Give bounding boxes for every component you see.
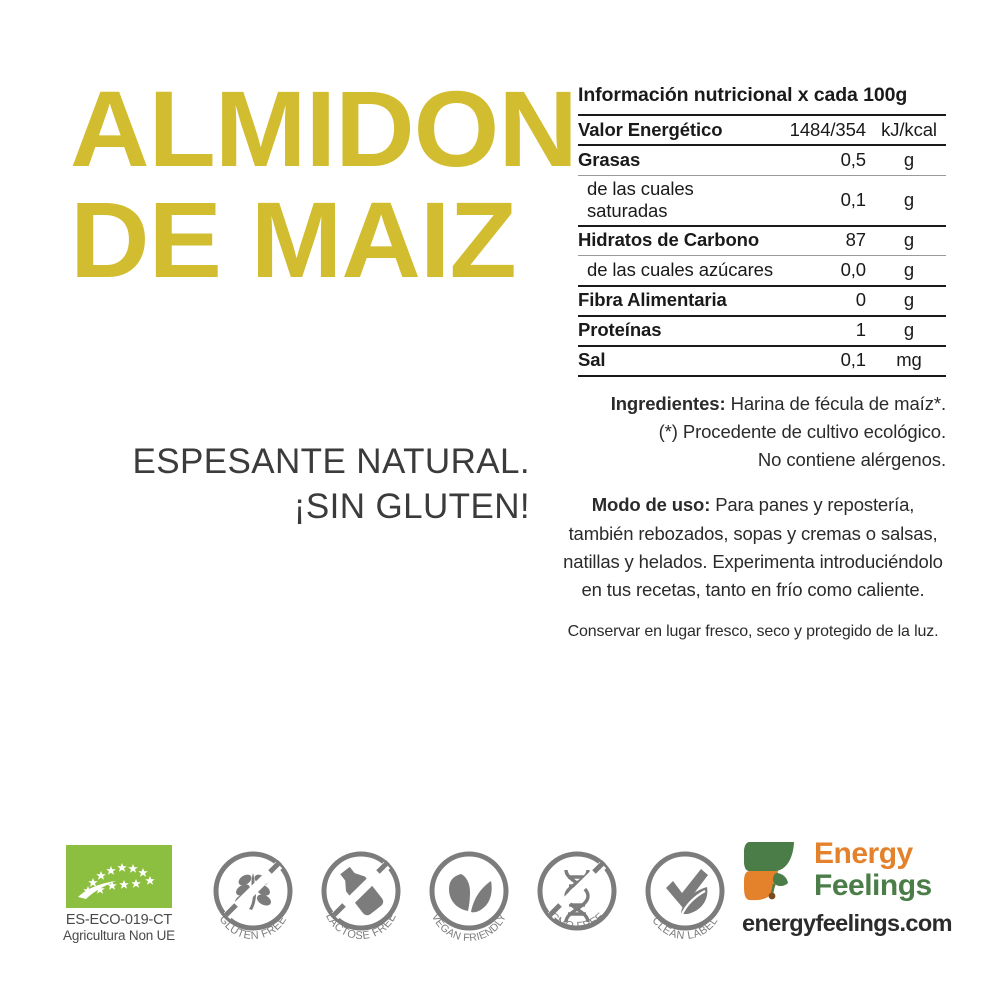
subtitle-line-1: ESPESANTE NATURAL. bbox=[132, 442, 530, 481]
nutrient-name: Sal bbox=[578, 344, 774, 377]
nutrient-unit: kJ/kcal bbox=[872, 114, 946, 145]
storage-text: Conservar en lugar fresco, seco y proteg… bbox=[567, 622, 939, 640]
badge-clean-label: CLEAN LABEL bbox=[637, 843, 733, 951]
ingredients-label: Ingredientes: bbox=[610, 393, 726, 414]
nutrient-name: Valor Energético bbox=[578, 114, 774, 145]
badge-vegan-friendly: VEGAN FRIENDLY bbox=[421, 843, 517, 951]
table-row: de las cuales azúcares 0,0 g bbox=[578, 255, 946, 286]
brand-wordmark: Energy Feelings bbox=[814, 838, 954, 902]
table-row: de las cuales saturadas 0,1 g bbox=[578, 174, 946, 226]
table-row: Fibra Alimentaria 0 g bbox=[578, 284, 946, 316]
table-row: Proteínas 1 g bbox=[578, 314, 946, 346]
certification-badges: GLUTEN FREE bbox=[205, 843, 725, 953]
badge-lactose-free: LACTOSE FREE bbox=[313, 843, 409, 951]
nutrient-name: Hidratos de Carbono bbox=[578, 224, 774, 256]
nutrient-name: Proteínas bbox=[578, 314, 774, 346]
ingredients-value: Harina de fécula de maíz*. bbox=[725, 393, 947, 414]
nutrient-value: 0,0 bbox=[774, 255, 872, 286]
brand-website: energyfeelings.com bbox=[742, 910, 953, 936]
euro-leaf-icon bbox=[66, 845, 172, 908]
check-leaf-icon bbox=[666, 869, 708, 915]
nutrient-value: 0 bbox=[774, 284, 872, 316]
table-row: Hidratos de Carbono 87 g bbox=[578, 224, 946, 256]
badge-gluten-free: GLUTEN FREE bbox=[205, 843, 301, 951]
nutrient-value: 0,5 bbox=[774, 144, 872, 175]
ingredients-line-3: No contiene alérgenos. bbox=[757, 449, 946, 471]
title-line-1: ALMIDON bbox=[70, 68, 578, 189]
title-line-2: DE MAIZ bbox=[70, 178, 517, 300]
nutrition-header: Información nutricional x cada 100g bbox=[578, 84, 908, 106]
usage-block: Modo de uso: Para panes y repostería, ta… bbox=[560, 491, 946, 604]
usage-label: Modo de uso: bbox=[591, 494, 711, 516]
nutrient-unit: g bbox=[872, 174, 946, 226]
product-subtitle: ESPESANTE NATURAL. ¡SIN GLUTEN! bbox=[60, 440, 530, 530]
nutrient-value: 1484/354 bbox=[774, 114, 872, 145]
nutrient-value: 1 bbox=[774, 314, 872, 346]
nutrient-unit: mg bbox=[872, 344, 946, 377]
nutrient-value: 87 bbox=[774, 224, 872, 256]
badge-gmo-free: GMO FREE bbox=[529, 843, 625, 951]
energy-feelings-leaf-icon bbox=[742, 840, 804, 906]
product-info-text: Ingredientes: Harina de fécula de maíz*.… bbox=[560, 390, 946, 641]
table-row: Valor Energético 1484/354 kJ/kcal bbox=[578, 114, 946, 145]
nutrition-panel: Información nutricional x cada 100g Valo… bbox=[578, 84, 946, 377]
nutrient-value: 0,1 bbox=[774, 174, 872, 226]
page-title: ALMIDON DE MAIZ bbox=[70, 68, 578, 300]
nutrient-name: Fibra Alimentaria bbox=[578, 284, 774, 316]
organic-origin-text: Agricultura Non UE bbox=[63, 928, 175, 943]
usage-text: Para panes y repostería, también rebozad… bbox=[563, 494, 943, 601]
nutrient-unit: g bbox=[872, 224, 946, 256]
nutrient-name: Grasas bbox=[578, 144, 774, 175]
table-row: Grasas 0,5 g bbox=[578, 144, 946, 175]
leaves-icon bbox=[449, 874, 492, 913]
nutrition-table: Valor Energético 1484/354 kJ/kcal Grasas 0,5… bbox=[578, 114, 946, 377]
eu-organic-logo: ES-ECO-019-CT Agricultura Non UE bbox=[55, 845, 183, 943]
nutrient-unit: g bbox=[872, 284, 946, 316]
nutrient-unit: g bbox=[872, 314, 946, 346]
nutrient-name: de las cuales azúcares bbox=[578, 255, 774, 286]
nutrient-unit: g bbox=[872, 144, 946, 175]
nutrient-unit: g bbox=[872, 255, 946, 286]
nutrient-value: 0,1 bbox=[774, 344, 872, 377]
subtitle-line-2: ¡SIN GLUTEN! bbox=[293, 486, 530, 526]
ingredients-block: Ingredientes: Harina de fécula de maíz*.… bbox=[560, 390, 946, 474]
organic-certification-code: ES-ECO-019-CT bbox=[65, 912, 173, 928]
brand-word-energy: Energy bbox=[814, 837, 913, 870]
brand-word-feelings: Feelings bbox=[814, 868, 932, 902]
table-row: Sal 0,1 mg bbox=[578, 344, 946, 377]
brand-logo: Energy Feelings energyfeelings.com bbox=[742, 838, 954, 950]
ingredients-line-1: Ingredientes: Harina de fécula de maíz*. bbox=[560, 390, 946, 418]
nutrient-name: de las cuales saturadas bbox=[578, 174, 774, 226]
ingredients-line-2: (*) Procedente de cultivo ecológico. bbox=[658, 421, 947, 443]
